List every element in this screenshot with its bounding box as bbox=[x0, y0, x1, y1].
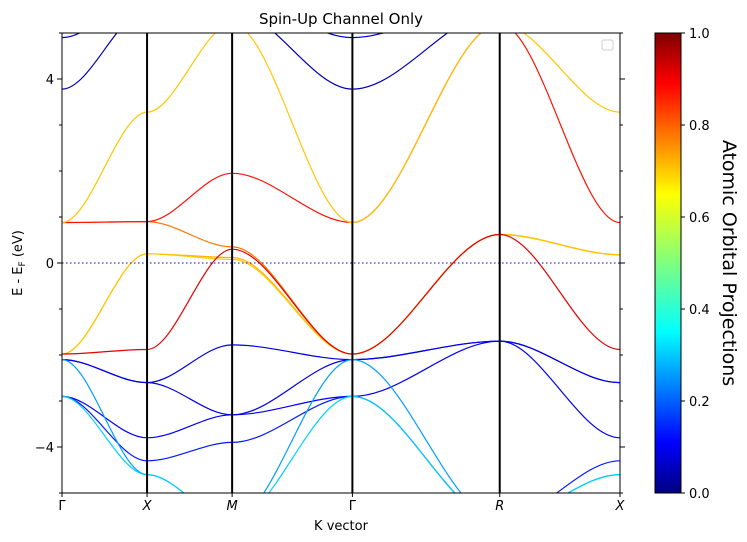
x-tick-label: X bbox=[615, 499, 626, 514]
colorbar-tick-label: 0.2 bbox=[689, 395, 710, 410]
x-tick-label: R bbox=[495, 499, 504, 514]
colorbar-tick-label: 0.4 bbox=[689, 303, 710, 318]
colorbar-label: Atomic Orbital Projections bbox=[718, 140, 740, 386]
band-line-5 bbox=[62, 33, 620, 224]
y-tick-label: −4 bbox=[35, 441, 54, 456]
colorbar-gradient bbox=[654, 32, 682, 494]
colorbar-tick-label: 1.0 bbox=[689, 27, 710, 42]
x-tick-label: M bbox=[227, 499, 238, 514]
band-line-7 bbox=[62, 33, 449, 90]
colorbar-tick-label: 0.6 bbox=[689, 211, 710, 226]
band-line-1 bbox=[62, 220, 620, 355]
y-axis-label: E - EF (eV) bbox=[11, 230, 28, 296]
bands-layer bbox=[62, 33, 620, 493]
band-line-14 bbox=[62, 395, 620, 493]
legend-box bbox=[601, 39, 614, 51]
band-line-6 bbox=[62, 33, 620, 224]
x-tick-label: X bbox=[142, 499, 153, 514]
x-axis-label: K vector bbox=[314, 519, 369, 534]
y-tick-label: 0 bbox=[46, 257, 54, 272]
colorbar-ticks: 0.0 0.2 0.4 0.6 0.8 1.0 bbox=[681, 27, 710, 502]
y-tick-label: 4 bbox=[46, 73, 54, 88]
chart-title: Spin-Up Channel Only bbox=[259, 10, 423, 28]
band-line-12 bbox=[62, 395, 620, 493]
colorbar-tick-label: 0.8 bbox=[689, 119, 710, 134]
band-line-13 bbox=[62, 358, 620, 493]
high-symmetry-lines bbox=[146, 33, 501, 493]
band-line-11 bbox=[62, 340, 620, 439]
colorbar-tick-label: 0.0 bbox=[689, 487, 710, 502]
band-line-3 bbox=[62, 233, 620, 355]
y-axis-ticks: −4 0 4 bbox=[35, 32, 625, 494]
plot-frame bbox=[61, 32, 621, 494]
colorbar: 0.0 0.2 0.4 0.6 0.8 1.0 Atomic Orbital Projec… bbox=[654, 27, 740, 502]
band-line-4 bbox=[62, 233, 620, 355]
x-tick-label: Γ bbox=[349, 499, 357, 514]
x-tick-label: Γ bbox=[58, 499, 66, 514]
plot-area: Γ X M Γ R X −4 0 4 bbox=[35, 32, 626, 514]
band-line-2 bbox=[62, 233, 620, 355]
